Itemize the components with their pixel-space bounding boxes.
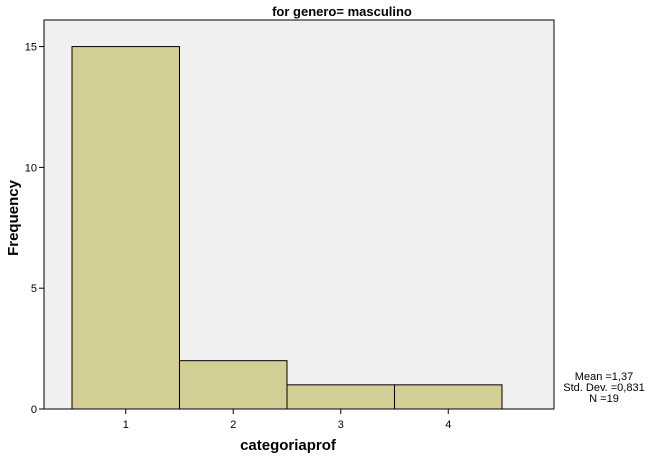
bar-1 [71,46,180,410]
stats-n: N =19 [589,393,619,405]
stats-std-dev: Std. Dev. =0,831 [563,382,644,394]
bars-group [71,46,503,410]
stats-mean: Mean =1,37 [575,371,633,383]
y-tick-label: 5 [31,283,37,295]
chart-title: for genero= masculino [272,4,412,19]
y-axis-label: Frequency [5,179,22,256]
bar-4 [394,384,503,410]
y-tick-label: 10 [25,162,37,174]
bar-3 [286,384,395,410]
x-tick-label: 3 [338,419,344,431]
x-axis-label: categoriaprof [240,437,337,454]
y-tick-label: 15 [25,42,37,54]
x-axis: 1 2 3 4 [123,409,451,431]
y-axis: 0 5 10 15 [25,42,44,416]
x-tick-label: 1 [123,419,129,431]
x-tick-label: 4 [445,419,451,431]
y-tick-label: 0 [31,404,37,416]
bar-2 [179,360,288,410]
x-tick-label: 2 [230,419,236,431]
